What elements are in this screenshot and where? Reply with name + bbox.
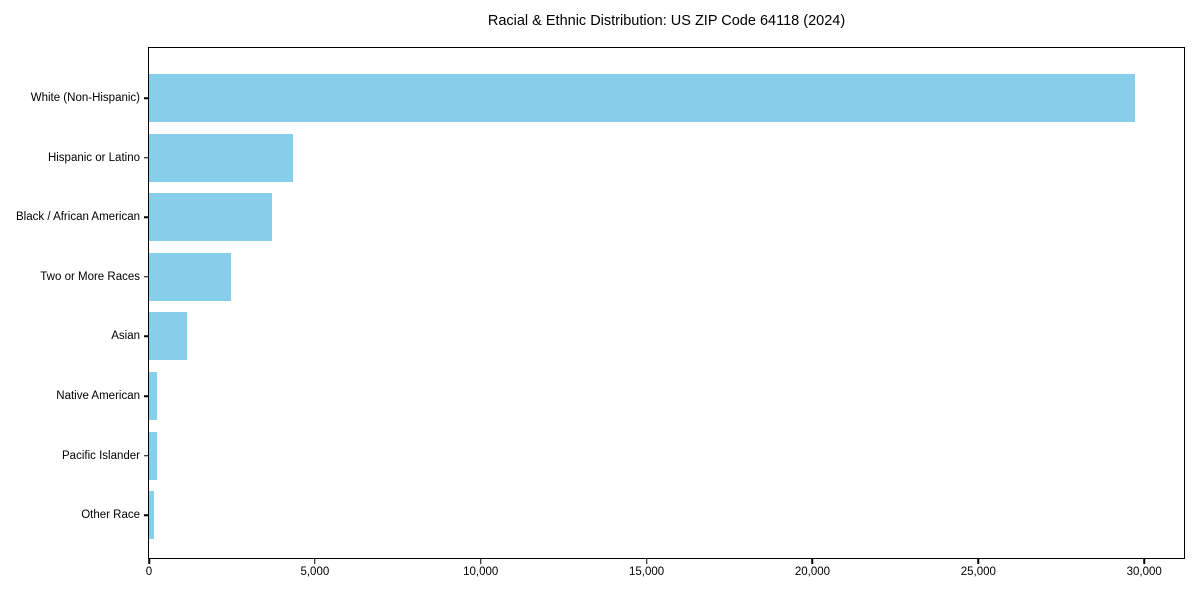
y-axis-tick — [143, 276, 149, 278]
x-axis-tick-label: 15,000 — [629, 566, 665, 578]
x-axis-tick — [314, 558, 316, 564]
y-axis-label-asian: Asian — [111, 330, 140, 343]
x-axis-tick — [977, 558, 980, 564]
bar-two-or-more-races — [149, 252, 231, 301]
y-axis-label-pacific-islander: Pacific Islander — [62, 449, 140, 462]
bar-black-african-american — [149, 193, 273, 242]
x-axis-tick-label: 25,000 — [960, 566, 996, 578]
chart-title: Racial & Ethnic Distribution: US ZIP Cod… — [487, 13, 846, 29]
x-axis-tick-label: 20,000 — [794, 566, 831, 578]
y-axis-label-black-african-american: Black / African American — [16, 211, 140, 224]
x-axis-tick — [1143, 558, 1145, 564]
y-axis-label-two-or-more-races: Two or More Races — [40, 270, 140, 283]
y-axis-tick — [143, 335, 149, 338]
plot-area: White (Non-Hispanic) Hispanic or Latino Bl… — [16, 47, 1185, 578]
x-axis-tick — [148, 558, 150, 564]
bar-white-non-hispanic — [149, 74, 1136, 122]
bar-hispanic-or-latino — [149, 133, 293, 182]
y-axis-tick — [143, 514, 149, 516]
y-axis-label-native-american: Native American — [56, 390, 140, 402]
x-axis-tick — [645, 558, 648, 564]
bar-native-american — [149, 372, 158, 420]
x-axis-tick — [811, 558, 814, 564]
x-axis-tick-label: 5,000 — [300, 566, 330, 578]
x-axis-tick — [479, 558, 482, 564]
x-axis-tick-label: 10,000 — [463, 566, 499, 578]
y-axis-label-hispanic-or-latino: Hispanic or Latino — [47, 151, 140, 164]
x-axis-tick-label: 30,000 — [1126, 566, 1162, 578]
bar-other-race — [149, 491, 155, 540]
y-axis-label-white-non-hispanic: White (Non-Hispanic) — [30, 92, 140, 104]
y-axis-tick — [143, 216, 149, 218]
y-axis-tick — [143, 156, 149, 159]
bar-asian — [149, 312, 187, 361]
y-axis-tick — [143, 454, 149, 457]
y-axis-tick — [143, 395, 149, 397]
y-axis-tick — [143, 97, 149, 99]
y-axis-label-other-race: Other Race — [81, 509, 140, 522]
bar-pacific-islander — [149, 431, 157, 480]
x-axis-tick-label: 0 — [145, 566, 153, 578]
